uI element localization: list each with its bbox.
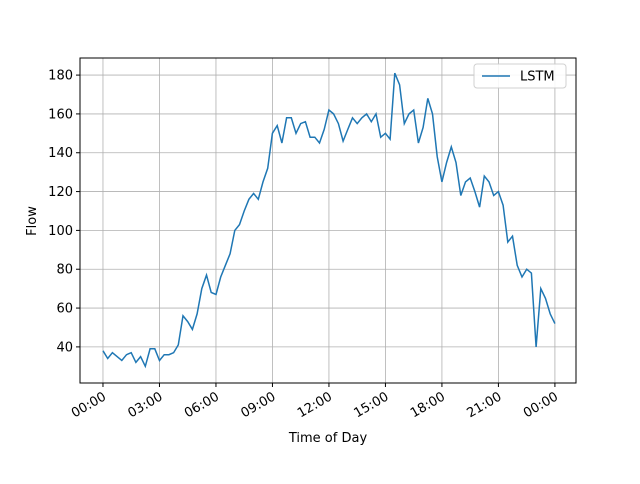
y-axis-label: Flow [25,206,40,236]
x-tick-label: 00:00 [69,389,109,421]
x-axis-label: Time of Day [288,431,368,446]
x-tick-label: 06:00 [182,389,222,421]
data-line [102,72,556,369]
y-tick-label: 80 [56,263,73,278]
legend-box [473,63,567,89]
plot-frame [79,57,577,384]
x-tick-label: 21:00 [464,389,504,421]
x-tick-label: 00:00 [521,389,561,421]
y-tick-label: 140 [48,146,73,161]
legend-label: LSTM [520,70,555,85]
x-tick-label: 18:00 [408,389,448,421]
y-tick-label: 40 [56,340,73,355]
y-tick-label: 100 [48,224,73,239]
y-tick-label: 60 [56,302,73,317]
y-tick-label: 120 [48,185,73,200]
x-tick-label: 12:00 [295,389,335,421]
x-tick-label: 09:00 [239,389,279,421]
x-tick-label: 03:00 [126,389,166,421]
y-tick-label: 180 [48,69,73,84]
y-tick-label: 160 [48,107,73,122]
x-tick-label: 15:00 [351,389,391,421]
